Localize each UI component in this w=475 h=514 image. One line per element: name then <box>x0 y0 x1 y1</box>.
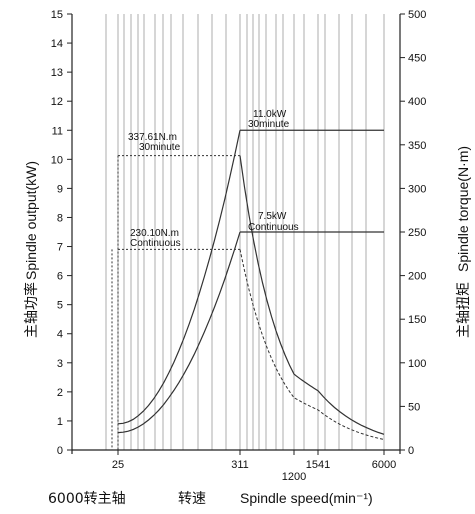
annotation-torque-30min-value: 337.61N.m <box>128 132 177 143</box>
left-axis-label-en: Spindle output(kW) <box>23 161 39 280</box>
left-tick-label: 8 <box>57 212 63 224</box>
left-axis-label-cn: 主轴功率 <box>23 282 40 338</box>
x-tick-label: 25 <box>112 459 124 471</box>
right-tick-label: 100 <box>408 358 426 370</box>
annotation-torque-cont-duration: Continuous <box>130 238 181 249</box>
annotation-power-30min-value: 11.0kW <box>253 109 287 120</box>
right-tick-label: 450 <box>408 53 426 65</box>
left-tick-label: 2 <box>57 387 63 399</box>
x-axis-label-en: Spindle speed(min⁻¹) <box>240 490 373 506</box>
left-tick-label: 9 <box>57 183 63 195</box>
annotation-power-30min-duration: 30minute <box>248 119 290 130</box>
plot-area <box>111 129 385 450</box>
x-tick-label: 1200 <box>282 471 306 483</box>
left-tick-label: 15 <box>51 9 63 21</box>
left-tick-label: 11 <box>52 125 63 137</box>
x-tick-label: 1541 <box>306 459 330 471</box>
left-tick-label: 5 <box>57 300 63 312</box>
x-axis-prefix-cn: 6000转主轴 <box>48 491 126 507</box>
power-continuous-rise-curve <box>117 231 241 434</box>
left-tick-label: 4 <box>57 329 63 341</box>
left-tick-label: 14 <box>51 38 63 50</box>
annotation-torque-30min-duration: 30minute <box>139 142 181 153</box>
right-tick-label: 0 <box>408 445 414 457</box>
annotation-power-cont-value: 7.5kW <box>258 211 287 222</box>
x-tick-label: 6000 <box>372 459 396 471</box>
torque-30min-falloff-curve <box>239 155 385 435</box>
left-tick-label: 3 <box>57 358 63 370</box>
torque-continuous-falloff-curve <box>239 249 385 440</box>
annotation-power-cont-duration: Continuous <box>248 222 299 233</box>
right-tick-label: 350 <box>408 140 426 152</box>
right-tick-label: 150 <box>408 314 426 326</box>
x-tick-label: 311 <box>231 459 249 471</box>
right-tick-labels: 0 50 100 150 200 250 300 350 400 450 500 <box>408 9 426 457</box>
annotation-torque-cont-value: 230.10N.m <box>130 228 179 239</box>
left-tick-label: 13 <box>51 67 63 79</box>
left-tick-label: 0 <box>57 445 63 457</box>
right-tick-label: 300 <box>408 183 426 195</box>
left-tick-label: 6 <box>57 271 63 283</box>
power-30min-rise-curve <box>117 130 241 425</box>
right-tick-label: 50 <box>408 401 420 413</box>
left-tick-label: 1 <box>57 416 63 428</box>
right-tick-label: 250 <box>408 227 426 239</box>
right-axis-label-cn: 主轴扭矩 <box>456 282 472 338</box>
right-tick-label: 200 <box>408 271 426 283</box>
left-tick-label: 7 <box>57 242 63 254</box>
right-axis-label-en: Spindle torque(N·m) <box>455 146 471 272</box>
left-tick-label: 12 <box>51 96 63 108</box>
right-tick-label: 500 <box>408 9 426 21</box>
x-axis-label-cn: 转速 <box>178 491 206 507</box>
left-tick-label: 10 <box>51 154 63 166</box>
right-tick-label: 400 <box>408 96 426 108</box>
